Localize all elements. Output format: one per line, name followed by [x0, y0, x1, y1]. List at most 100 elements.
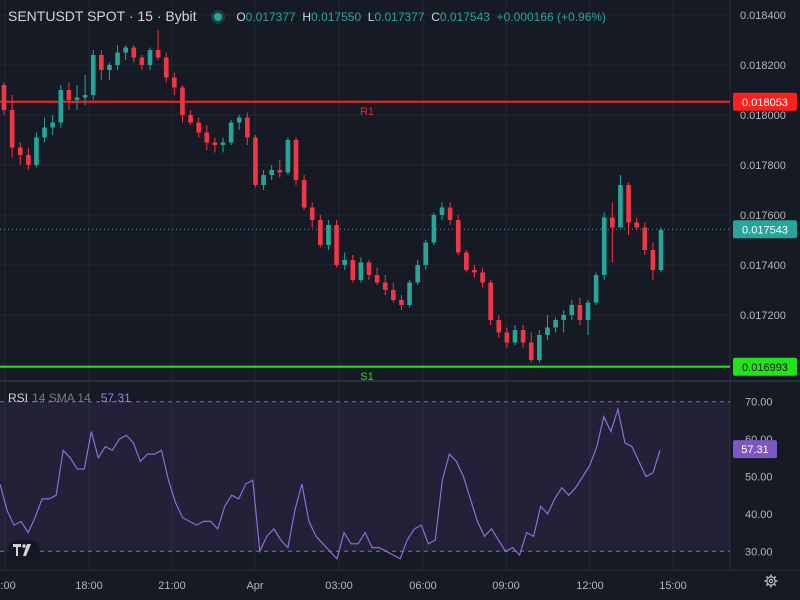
- candle-body: [82, 95, 88, 98]
- close-value: 0.017543: [439, 10, 490, 24]
- candle-body: [537, 335, 542, 360]
- candle-body: [99, 55, 104, 70]
- candle-body: [382, 282, 388, 290]
- candle-body: [220, 142, 226, 145]
- candle-body: [480, 272, 485, 283]
- candle-body: [326, 225, 331, 245]
- candle-body: [107, 65, 112, 70]
- level-label-s1: S1: [360, 371, 373, 383]
- candle-body: [1, 85, 7, 110]
- candle-body: [269, 170, 274, 175]
- candle-body: [618, 185, 623, 228]
- candle-body: [115, 52, 120, 65]
- candle-body: [553, 320, 558, 328]
- last-price-tag-bg: [733, 220, 797, 239]
- time-tick-label: 6:00: [0, 580, 16, 592]
- candle-body: [650, 250, 656, 270]
- time-tick-label: Apr: [246, 580, 263, 592]
- candle-body: [42, 127, 47, 138]
- symbol-title[interactable]: SENTUSDT SPOT · 15 · Bybit: [8, 8, 197, 24]
- grid: [0, 0, 800, 571]
- price-tick-label: 0.017800: [740, 160, 786, 172]
- rsi-params: 14 SMA 14: [32, 391, 91, 405]
- chart-header: SENTUSDT SPOT · 15 · Bybit O0.017377 H0.…: [8, 8, 606, 24]
- open-label: O: [236, 10, 246, 24]
- high-label: H: [302, 10, 312, 24]
- rsi-name: RSI: [8, 391, 29, 405]
- candle-body: [472, 270, 477, 273]
- price-tick-label: 0.018000: [740, 110, 786, 122]
- candle-body: [26, 155, 31, 165]
- tradingview-logo-icon[interactable]: [8, 540, 40, 560]
- time-tick-label: 06:00: [409, 580, 437, 592]
- r1-price-tag: 0.018053: [742, 97, 788, 109]
- candle-body: [626, 185, 631, 223]
- candle-body: [228, 122, 234, 143]
- candle-body: [374, 275, 380, 283]
- candle-body: [399, 300, 404, 305]
- candle-body: [415, 265, 420, 283]
- candle-body: [610, 217, 615, 228]
- candle-body: [277, 170, 283, 173]
- candle-body: [180, 87, 185, 115]
- candle-body: [17, 147, 23, 155]
- price-levels: R1 S1: [0, 100, 730, 383]
- candle-body: [512, 330, 518, 343]
- time-tick-label: 18:00: [75, 580, 103, 592]
- candle-body: [423, 242, 429, 265]
- candle-body: [74, 97, 80, 100]
- price-tick-label: 0.017200: [740, 310, 786, 322]
- level-label-r1: R1: [360, 106, 374, 118]
- rsi-tick-label: 30.00: [745, 546, 773, 558]
- candle-body: [9, 110, 15, 148]
- gear-icon[interactable]: [764, 574, 778, 588]
- candle-body: [658, 230, 664, 270]
- price-tick-label: 0.018400: [740, 10, 786, 22]
- candle-body: [293, 140, 299, 180]
- candles: [1, 30, 664, 363]
- candle-body: [569, 305, 575, 315]
- candle-body: [163, 57, 169, 78]
- candle-body: [545, 327, 550, 335]
- high-value: 0.017550: [311, 10, 362, 24]
- price-axis: 0.018400 0.018200 0.018000 0.017800 0.017600…: [733, 10, 797, 558]
- candle-body: [342, 260, 347, 265]
- candle-body: [131, 47, 137, 58]
- candle-body: [391, 290, 396, 300]
- candle-body: [601, 217, 607, 275]
- close-label: C: [431, 10, 440, 24]
- candle-body: [139, 57, 145, 65]
- price-tick-label: 0.017600: [740, 210, 786, 222]
- candle-body: [212, 142, 218, 145]
- candle-body: [642, 227, 648, 250]
- candle-body: [58, 90, 64, 123]
- time-tick-label: 21:00: [158, 580, 186, 592]
- candle-body: [123, 47, 128, 53]
- candle-body: [634, 222, 639, 228]
- rsi-line: [0, 406, 661, 561]
- candle-body: [204, 132, 210, 143]
- candle-body: [253, 137, 258, 185]
- candle-body: [172, 77, 177, 88]
- candle-body: [90, 55, 96, 95]
- candle-body: [593, 275, 599, 303]
- candle-body: [334, 225, 339, 265]
- candle-body: [196, 122, 201, 133]
- candle-body: [147, 50, 153, 65]
- rsi-legend[interactable]: RSI 14 SMA 14 57.31: [8, 391, 131, 405]
- candle-body: [236, 117, 242, 123]
- rsi-tick-label: 50.00: [745, 472, 773, 484]
- candle-body: [561, 315, 566, 320]
- last-price-tag: 0.017543: [742, 224, 788, 236]
- candle-body: [528, 342, 534, 360]
- candle-body: [504, 332, 510, 343]
- candle-body: [447, 207, 453, 220]
- candle-body: [439, 207, 445, 215]
- rsi-pane: [0, 401, 730, 561]
- candle-body: [50, 122, 55, 128]
- candle-body: [301, 180, 307, 208]
- rsi-tick-label: 70.00: [745, 397, 773, 409]
- rsi-value-tag: 57.31: [741, 444, 769, 456]
- candle-body: [285, 140, 291, 173]
